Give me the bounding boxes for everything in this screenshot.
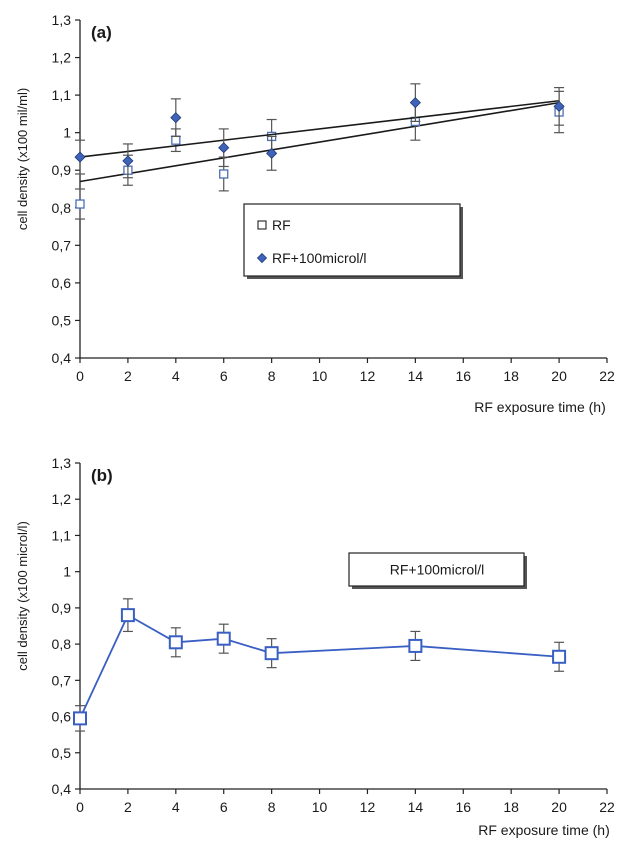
x-axis-title: RF exposure time (h) (474, 399, 605, 415)
x-tick-label: 20 (551, 799, 567, 815)
data-point (74, 151, 86, 163)
x-tick-label: 16 (455, 368, 471, 384)
x-tick-label: 0 (76, 368, 84, 384)
legend-label: RF+100microl/l (390, 562, 485, 578)
panel-label: (b) (91, 466, 113, 485)
y-tick-label: 0,8 (52, 636, 72, 652)
y-tick-label: 0,5 (52, 745, 72, 761)
data-point (171, 135, 181, 145)
y-axis-title: cell density (x100 mil/ml) (15, 88, 30, 230)
panel-label: (a) (91, 23, 112, 42)
data-point (216, 631, 231, 646)
y-axis-title: cell density (x100 microl/l) (15, 521, 30, 671)
x-tick-label: 4 (172, 368, 180, 384)
y-tick-label: 1 (63, 564, 71, 580)
trendline (79, 101, 560, 183)
x-tick-label: 2 (124, 799, 132, 815)
x-tick-label: 6 (220, 799, 228, 815)
y-tick-label: 0,7 (52, 672, 72, 688)
x-tick-label: 4 (172, 799, 180, 815)
x-tick-label: 10 (312, 799, 328, 815)
data-point (218, 142, 230, 154)
data-point (170, 112, 182, 124)
data-point (266, 147, 278, 159)
x-tick-label: 8 (268, 368, 276, 384)
legend-marker (257, 220, 267, 230)
data-point (409, 97, 421, 109)
series-line (79, 613, 560, 719)
y-tick-label: 1,2 (52, 50, 72, 66)
x-tick-label: 0 (76, 799, 84, 815)
y-tick-label: 0,6 (52, 275, 72, 291)
x-tick-label: 20 (551, 368, 567, 384)
data-point (122, 155, 134, 167)
data-point (553, 100, 565, 112)
y-tick-label: 0,5 (52, 312, 72, 328)
y-tick-label: 1,1 (52, 527, 72, 543)
series-second (74, 83, 565, 179)
series-first (75, 90, 565, 220)
y-tick-label: 1,1 (52, 87, 72, 103)
x-tick-label: 6 (220, 368, 228, 384)
y-tick-label: 0,8 (52, 200, 72, 216)
data-point (168, 635, 183, 650)
legend-box (348, 552, 525, 587)
legend: RF RF+100microl/l (243, 203, 463, 279)
data-point (73, 711, 87, 726)
legend-label: RF+100microl/l (272, 250, 367, 266)
x-tick-label: 18 (503, 799, 519, 815)
y-tick-label: 0,6 (52, 709, 72, 725)
y-tick-label: 0,9 (52, 162, 72, 178)
y-tick-label: 0,9 (52, 600, 72, 616)
y-tick-label: 1,2 (52, 491, 72, 507)
y-tick-label: 0,4 (52, 781, 72, 797)
series-first (73, 598, 567, 732)
trendline (79, 99, 560, 158)
x-tick-label: 14 (408, 368, 424, 384)
x-tick-label: 12 (360, 368, 376, 384)
data-point (219, 169, 229, 179)
chart-panel-b: 0,4 0,5 0,6 0,7 0,8 0,9 1 1,1 1,2 1,3 0 2 4 6 8 10 12 14 1… (15, 455, 615, 838)
x-tick-label: 22 (599, 799, 615, 815)
x-tick-label: 14 (408, 799, 424, 815)
legend-box (243, 203, 461, 277)
data-point (75, 199, 85, 209)
x-tick-label: 16 (455, 799, 471, 815)
x-tick-label: 22 (599, 368, 615, 384)
y-tick-label: 1,3 (52, 455, 72, 471)
data-point (552, 649, 567, 664)
legend-label: RF (272, 217, 291, 233)
y-tick-label: 1,3 (52, 12, 72, 28)
data-point (120, 608, 135, 623)
x-tick-label: 18 (503, 368, 519, 384)
x-tick-label: 10 (312, 368, 328, 384)
legend: RF+100microl/l (348, 552, 527, 589)
data-point (264, 646, 279, 661)
y-tick-label: 0,7 (52, 237, 72, 253)
chart-panel-a: 0,4 0,5 0,6 0,7 0,8 0,9 1 1,1 1,2 1,3 0 2 4 6 8 10 12 14 1… (15, 12, 615, 415)
y-tick-label: 1 (63, 125, 71, 141)
x-tick-label: 12 (360, 799, 376, 815)
legend-marker (256, 252, 268, 264)
x-tick-label: 8 (268, 799, 276, 815)
data-point (408, 638, 423, 653)
x-axis-title: RF exposure time (h) (478, 822, 609, 838)
x-tick-label: 2 (124, 368, 132, 384)
y-tick-label: 0,4 (52, 350, 72, 366)
